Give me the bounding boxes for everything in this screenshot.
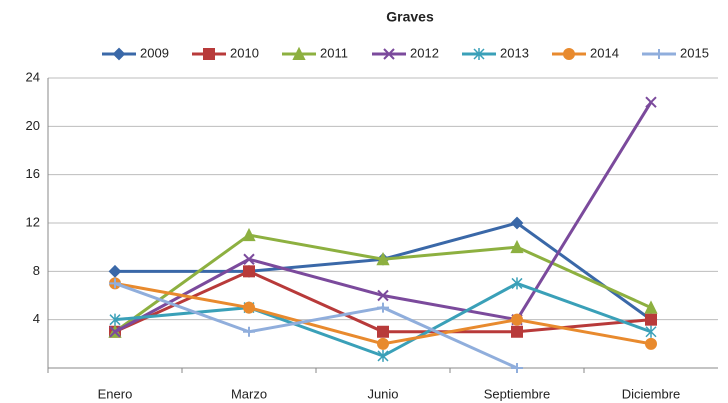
marker <box>377 289 389 302</box>
y-tick-label: 8 <box>33 263 40 278</box>
marker <box>511 325 523 338</box>
marker <box>376 252 390 266</box>
marker <box>243 265 255 278</box>
series <box>109 277 657 362</box>
series-line <box>114 233 652 333</box>
chart-title: Graves <box>386 9 434 25</box>
marker <box>511 363 523 373</box>
x-tick-label: Enero <box>98 386 133 401</box>
legend-label: 2011 <box>320 45 348 60</box>
marker <box>109 313 121 326</box>
marker <box>645 96 657 108</box>
marker <box>377 302 389 313</box>
legend-label: 2014 <box>590 45 619 60</box>
y-tick-label: 12 <box>26 214 40 229</box>
legend-label: 2015 <box>680 45 709 60</box>
marker <box>645 313 657 326</box>
y-tick-label: 20 <box>26 118 40 133</box>
marker <box>108 264 122 278</box>
marker <box>109 326 121 338</box>
marker <box>511 313 523 326</box>
marker <box>511 277 523 290</box>
marker <box>510 216 524 230</box>
marker <box>203 48 215 60</box>
marker <box>243 253 255 265</box>
marker <box>653 49 665 59</box>
y-tick-label: 16 <box>26 166 40 181</box>
marker <box>243 301 255 314</box>
marker <box>645 337 657 350</box>
x-tick-label: Diciembre <box>622 386 681 401</box>
marker <box>377 325 389 338</box>
marker <box>510 239 524 254</box>
marker <box>645 325 657 338</box>
y-tick-label: 24 <box>26 69 40 84</box>
legend-label: 2009 <box>140 45 169 60</box>
marker <box>242 227 256 242</box>
marker <box>109 278 121 289</box>
marker <box>377 349 389 362</box>
marker <box>243 326 255 337</box>
series <box>109 96 657 338</box>
x-tick-label: Marzo <box>231 386 267 401</box>
marker <box>473 48 485 60</box>
series-line <box>114 282 518 370</box>
marker <box>563 48 575 60</box>
y-tick-label: 4 <box>33 311 40 326</box>
legend-label: 2012 <box>410 45 439 60</box>
series <box>109 278 523 373</box>
series <box>108 227 658 338</box>
marker <box>377 337 389 350</box>
x-tick-label: Junio <box>367 386 398 401</box>
legend-label: 2013 <box>500 45 529 60</box>
legend-label: 2010 <box>230 45 259 60</box>
x-tick-label: Septiembre <box>484 386 550 401</box>
marker <box>644 300 658 314</box>
marker <box>292 46 306 60</box>
marker <box>112 47 126 61</box>
marker <box>383 48 395 60</box>
